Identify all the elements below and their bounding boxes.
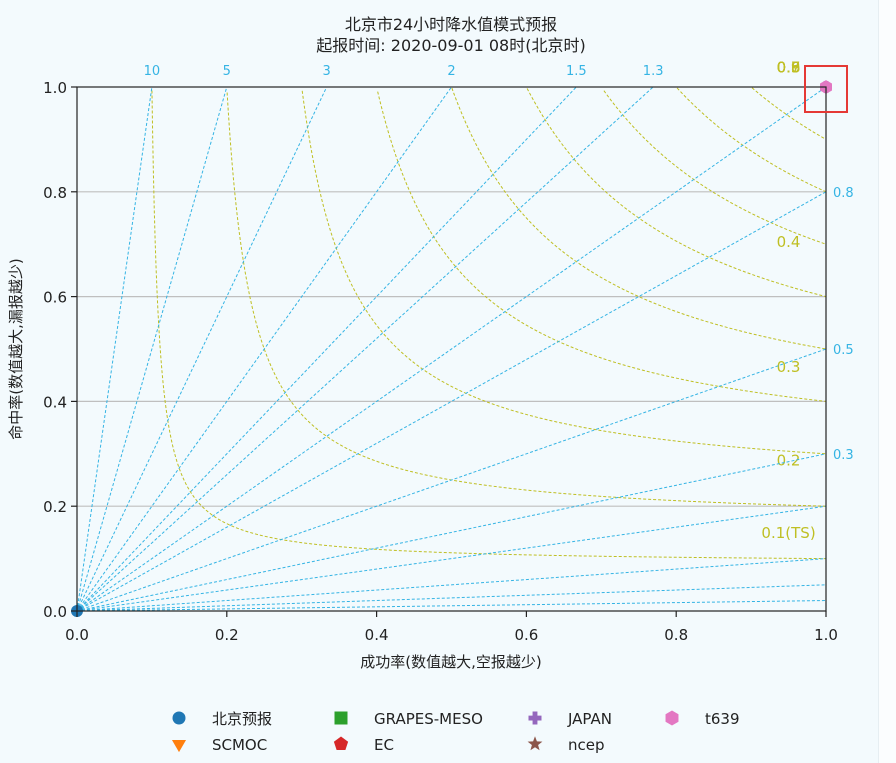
ts-curve [451, 87, 827, 350]
legend-label: ncep [568, 736, 605, 754]
bias-line [76, 86, 228, 612]
legend-marker [171, 739, 187, 753]
y-tick-label: 0.4 [43, 393, 67, 411]
chart-title: 北京市24小时降水值模式预报 [345, 15, 557, 34]
legend-marker [665, 710, 679, 726]
legend-marker [172, 711, 186, 725]
ts-curve-label: 0.9 [777, 58, 801, 76]
legend-label: SCMOC [212, 736, 267, 754]
ts-curve-label: 0.1(TS) [761, 524, 815, 542]
bias-line [76, 86, 153, 612]
ts-curve-label: 0.7 [777, 58, 801, 76]
ts-curve [751, 87, 827, 140]
ts-curve [526, 88, 827, 298]
plot-frame [76, 86, 827, 612]
bias-line [76, 558, 827, 612]
bias-line-label: 0.5 [833, 343, 854, 358]
x-tick-label: 0.2 [215, 626, 239, 644]
ts-curve [676, 87, 827, 193]
bias-line-label: 1.5 [566, 64, 587, 79]
legend: 北京预报 SCMOC GRAPES-MESO EC JAPAN ncep t639 [171, 710, 740, 754]
bias-line-label: 0.3 [833, 448, 854, 463]
legend-label: JAPAN [567, 710, 612, 728]
x-tick-label: 0.4 [365, 626, 389, 644]
y-tick-label: 0.0 [43, 603, 67, 621]
bias-line-label: 0.8 [833, 186, 854, 201]
legend-marker [527, 736, 543, 751]
x-tick-label: 0.8 [664, 626, 688, 644]
ts-curve [603, 90, 827, 245]
ts-curve [377, 91, 827, 402]
bias-line-label: 2 [447, 64, 455, 79]
bias-line-label: 5 [223, 64, 231, 79]
legend-marker [528, 711, 542, 725]
ts-curve-label: 0.2 [777, 451, 801, 469]
legend-label: EC [374, 736, 394, 754]
bias-line [76, 453, 827, 612]
ts-curve [301, 90, 827, 455]
legend-label: 北京预报 [212, 710, 272, 728]
ts-curve-label: 0.5 [777, 58, 801, 76]
bias-line-label: 3 [323, 64, 331, 79]
ts-curve-label: 0.6 [777, 58, 801, 76]
bias-line-label: 1.3 [643, 64, 664, 79]
axis-ticks: 0.0 0.2 0.4 0.6 0.8 1.0 0.0 0.2 0.4 0.6 0.8 1.0 [43, 79, 838, 644]
y-tick-label: 0.6 [43, 289, 67, 307]
y-axis-label: 命中率(数值越大,漏报越少) [7, 258, 25, 439]
bias-lines: 10 5 3 2 1.5 1.3 0.8 0.5 0.3 [76, 64, 854, 612]
bias-line [76, 505, 827, 612]
x-axis-label: 成功率(数值越大,空报越少) [360, 653, 541, 671]
x-tick-label: 1.0 [814, 626, 838, 644]
x-tick-label: 0.6 [514, 626, 538, 644]
grid-lines [77, 191, 826, 507]
ts-curve-label: 0.4 [777, 233, 801, 251]
bias-line [76, 86, 827, 612]
bias-line [76, 86, 452, 612]
ts-curve-label: 0.8 [777, 58, 801, 76]
legend-marker [334, 711, 348, 725]
bias-line [76, 86, 577, 612]
y-tick-label: 0.8 [43, 184, 67, 202]
chart-subtitle: 起报时间: 2020-09-01 08时(北京时) [316, 36, 585, 55]
bias-line-label: 10 [144, 64, 161, 79]
y-tick-label: 1.0 [43, 79, 67, 97]
ts-curve [226, 92, 827, 507]
ts-curve [151, 90, 827, 560]
ts-curve-label: 0.3 [777, 358, 801, 376]
bias-line [76, 191, 827, 612]
legend-label: GRAPES-MESO [374, 710, 483, 728]
highlight-box [804, 65, 848, 113]
bias-line [76, 348, 827, 612]
legend-marker [333, 736, 349, 751]
ts-curves: 0.1(TS) 0.2 0.3 0.4 0.50.60.70.80.9 [151, 58, 827, 560]
legend-label: t639 [705, 710, 740, 728]
x-tick-label: 0.0 [65, 626, 89, 644]
bias-line [76, 86, 328, 612]
y-tick-label: 0.2 [43, 498, 67, 516]
side-scroll-strip [878, 0, 896, 763]
